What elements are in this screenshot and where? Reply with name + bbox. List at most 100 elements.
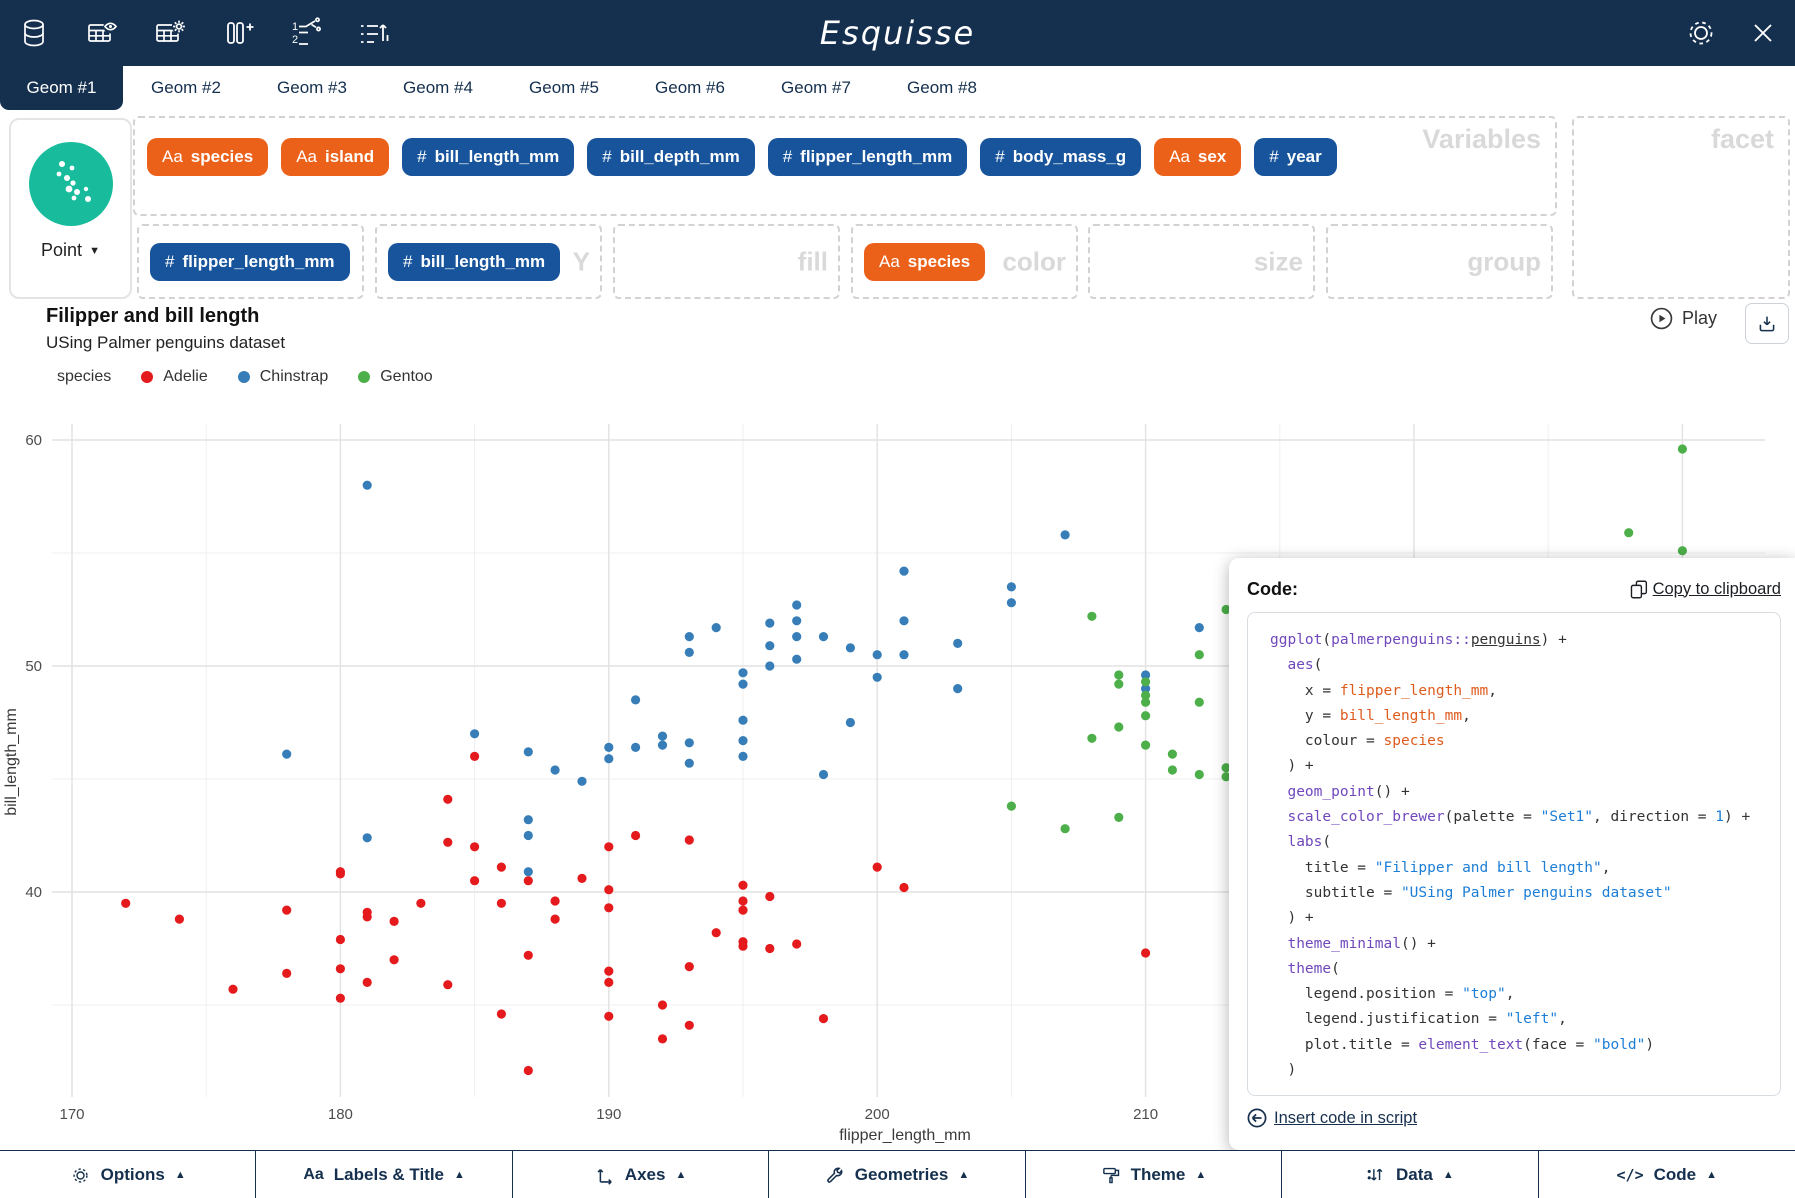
- data-point-Gentoo: [1194, 697, 1204, 707]
- data-point-Adelie: [792, 939, 802, 949]
- bottom-bar-labels-title-button[interactable]: Aa Labels & Title ▲: [256, 1151, 513, 1198]
- close-icon[interactable]: [1745, 15, 1781, 51]
- data-point-Gentoo: [1141, 690, 1151, 701]
- create-column-icon[interactable]: [220, 15, 256, 51]
- data-point-Adelie: [389, 955, 399, 965]
- copy-icon: [1630, 580, 1647, 598]
- tab-geom-2[interactable]: Geom #2: [151, 78, 221, 97]
- variable-pill-bill_length_mm[interactable]: # bill_length_mm: [402, 138, 575, 176]
- data-point-Adelie: [684, 962, 694, 972]
- update-variables-icon[interactable]: [152, 15, 188, 51]
- sort-data-icon[interactable]: [356, 15, 392, 51]
- y-dropzone[interactable]: Y # bill_length_mm: [375, 224, 602, 299]
- numeric-type-icon: #: [782, 147, 793, 166]
- code-line: x = flipper_length_mm,: [1270, 682, 1497, 699]
- view-data-icon[interactable]: [84, 15, 120, 51]
- bottom-bar-code-button[interactable]: </> Code ▲: [1616, 1165, 1718, 1184]
- code-line: theme(: [1287, 960, 1340, 977]
- variable-pill-flipper_length_mm[interactable]: # flipper_length_mm: [150, 242, 350, 281]
- chevron-down-icon: ▼: [89, 244, 100, 257]
- data-point-Chinstrap: [684, 738, 694, 748]
- navbar-left-icons: 1 2: [0, 15, 392, 51]
- database-icon[interactable]: [16, 15, 52, 51]
- variable-pill-year[interactable]: # year: [1254, 138, 1337, 176]
- variable-pill-bill_length_mm[interactable]: # bill_length_mm: [388, 242, 561, 281]
- svg-text:170: 170: [59, 1106, 84, 1123]
- data-point-Gentoo: [1141, 740, 1151, 750]
- geom-selector[interactable]: Point ▼: [9, 118, 132, 299]
- tab-geom-3[interactable]: Geom #3: [277, 78, 347, 97]
- data-point-Adelie: [282, 905, 292, 915]
- variable-pill-species[interactable]: Aa species: [864, 242, 986, 281]
- collapse-arrow-icon: ▲: [1706, 1169, 1718, 1181]
- data-point-Adelie: [228, 984, 238, 994]
- variable-pill-bill_depth_mm[interactable]: # bill_depth_mm: [587, 138, 755, 176]
- tab-geom-5[interactable]: Geom #5: [529, 78, 599, 97]
- svg-text:flipper_length_mm: flipper_length_mm: [839, 1127, 971, 1144]
- data-point-Adelie: [335, 964, 345, 974]
- subset-rows-icon[interactable]: 1 2: [288, 15, 324, 51]
- bottom-bar-geometries-button[interactable]: Geometries ▲: [769, 1151, 1026, 1198]
- data-point-Adelie: [604, 842, 614, 852]
- data-point-Adelie: [738, 896, 748, 906]
- variables-dropzone[interactable]: Variables Aa species Aa island # bill_length_…: [133, 116, 1557, 216]
- data-point-Adelie: [684, 1020, 694, 1030]
- legend-item-Gentoo: Gentoo: [358, 368, 433, 386]
- generated-code: ggplot(palmerpenguins::penguins) + aes( …: [1247, 612, 1781, 1096]
- data-point-Chinstrap: [631, 742, 641, 753]
- data-point-Gentoo: [1006, 801, 1017, 811]
- variable-pill-flipper_length_mm[interactable]: # flipper_length_mm: [767, 138, 968, 176]
- data-point-Gentoo: [1194, 769, 1204, 780]
- data-point-Adelie: [765, 891, 775, 902]
- numeric-type-icon: #: [602, 147, 612, 166]
- svg-text:50: 50: [25, 658, 42, 675]
- variable-pill-body_mass_g[interactable]: # body_mass_g: [980, 138, 1142, 176]
- x-dropzone[interactable]: # flipper_length_mm: [137, 224, 364, 299]
- settings-icon[interactable]: [1683, 15, 1719, 51]
- tab-geom-7[interactable]: Geom #7: [781, 78, 851, 97]
- bottom-bar-axes-button[interactable]: Axes ▲: [513, 1151, 770, 1198]
- legend-dot: [237, 371, 250, 383]
- data-point-Gentoo: [1677, 546, 1687, 556]
- data-point-Adelie: [282, 968, 292, 979]
- data-point-Adelie: [604, 977, 614, 988]
- data-point-Chinstrap: [738, 668, 748, 678]
- data-point-Chinstrap: [577, 776, 587, 786]
- variable-pill-sex[interactable]: Aa sex: [1154, 138, 1242, 176]
- tab-geom-6[interactable]: Geom #6: [655, 78, 725, 97]
- plot-legend: species Adelie Chinstrap Gentoo: [57, 368, 433, 386]
- data-point-Chinstrap: [765, 661, 775, 671]
- insert-code-button[interactable]: Insert code in script: [1247, 1108, 1417, 1128]
- svg-text:2: 2: [292, 34, 298, 46]
- download-plot-button[interactable]: [1745, 303, 1789, 344]
- svg-text:180: 180: [328, 1106, 353, 1123]
- app-title: Esquisse: [819, 14, 976, 52]
- collapse-arrow-icon: ▲: [675, 1169, 687, 1181]
- data-point-Gentoo: [1141, 677, 1151, 687]
- download-icon: [1759, 316, 1775, 331]
- tab-geom-8[interactable]: Geom #8: [907, 78, 977, 97]
- bottom-toolbar: Options ▲ Aa Labels & Title ▲ Axes ▲ Geometries…: [0, 1150, 1795, 1198]
- collapse-arrow-icon: ▲: [174, 1169, 186, 1181]
- data-point-Chinstrap: [792, 600, 802, 610]
- data-point-Chinstrap: [362, 480, 372, 490]
- code-line: theme_minimal() +: [1287, 935, 1436, 952]
- play-button[interactable]: Play: [1650, 307, 1717, 330]
- bottom-bar-data-button[interactable]: Data ▲: [1282, 1151, 1539, 1198]
- variable-pill-island[interactable]: Aa island: [281, 138, 390, 176]
- tab-geom-4[interactable]: Geom #4: [403, 78, 473, 97]
- data-arrows-icon: [1366, 1165, 1386, 1185]
- data-point-Gentoo: [1087, 733, 1097, 743]
- data-point-Chinstrap: [604, 742, 614, 753]
- data-point-Adelie: [818, 1014, 829, 1024]
- data-point-Chinstrap: [684, 758, 694, 768]
- copy-to-clipboard-button[interactable]: Copy to clipboard: [1629, 578, 1781, 601]
- bottom-bar-theme-button[interactable]: Theme ▲: [1026, 1151, 1283, 1198]
- tab-geom-1[interactable]: Geom #1: [0, 66, 123, 110]
- data-point-Adelie: [443, 837, 453, 847]
- variable-pill-species[interactable]: Aa species: [147, 138, 269, 176]
- collapse-arrow-icon: ▲: [958, 1169, 970, 1181]
- numeric-type-icon: #: [995, 147, 1005, 166]
- data-point-Chinstrap: [711, 623, 721, 633]
- bottom-bar-options-button[interactable]: Options ▲: [0, 1151, 257, 1198]
